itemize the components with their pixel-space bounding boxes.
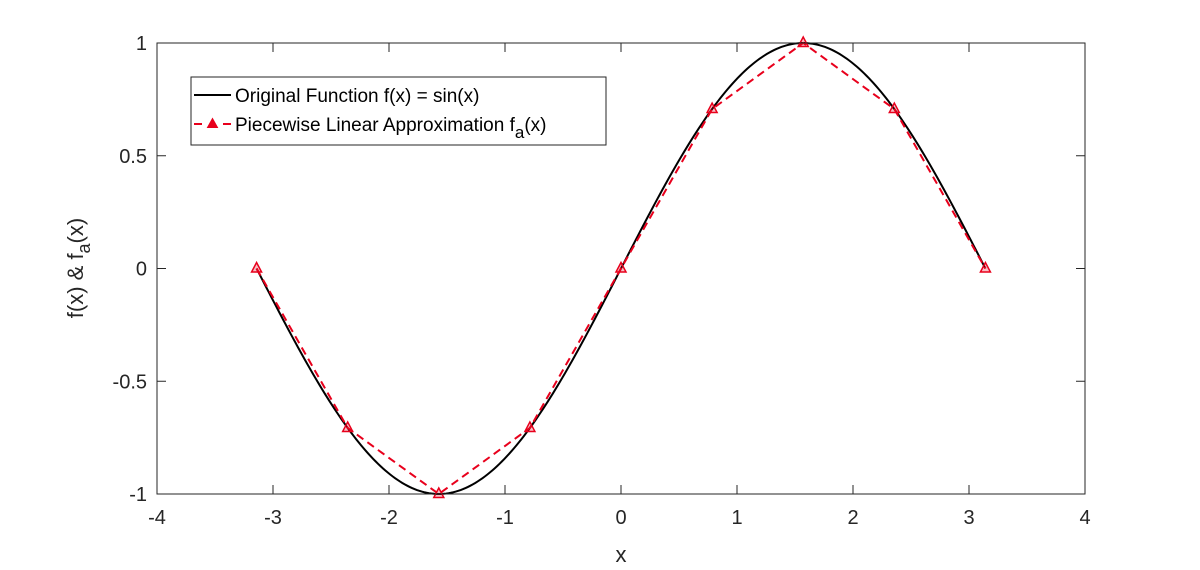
triangle-marker-icon — [979, 260, 992, 273]
x-tick-label: -4 — [148, 507, 166, 529]
y-axis-label-main: f(x) & f — [63, 253, 88, 319]
y-tick-label: 0 — [136, 259, 147, 281]
legend-entry-approximation-main: Piecewise Linear Approximation f — [235, 115, 516, 136]
legend-entry-approximation-suffix: (x) — [524, 115, 546, 136]
y-tick-label: -0.5 — [113, 371, 147, 393]
y-tick-label: -1 — [129, 484, 147, 506]
legend-entry-original: Original Function f(x) = sin(x) — [235, 86, 479, 107]
legend: Original Function f(x) = sin(x) Piecewis… — [190, 76, 607, 146]
triangle-marker-icon — [614, 260, 628, 273]
y-axis-label-subscript: a — [74, 242, 94, 253]
y-axis-label: f(x) & fa(x) — [63, 218, 94, 318]
x-axis-ticks: -4 -3 -2 -1 0 1 2 3 4 — [148, 43, 1091, 529]
triangle-marker-icon — [250, 260, 263, 273]
triangle-marker-icon — [341, 420, 354, 433]
triangle-marker-icon — [523, 420, 537, 433]
y-tick-label: 1 — [136, 33, 147, 55]
legend-entry-approximation: Piecewise Linear Approximation fa(x) — [235, 115, 547, 142]
x-tick-label: 3 — [963, 507, 974, 529]
y-axis-label-suffix: (x) — [63, 218, 88, 244]
plot-lines — [250, 35, 992, 499]
y-axis-ticks: -1 -0.5 0 0.5 1 — [113, 33, 1085, 506]
axes-box — [156, 42, 1086, 495]
x-axis-label: x — [616, 542, 627, 567]
approximation-line — [255, 41, 987, 496]
x-tick-label: 0 — [615, 507, 626, 529]
triangle-marker-icon — [705, 101, 719, 114]
triangle-marker-icon — [796, 35, 810, 48]
x-tick-label: 1 — [731, 507, 742, 529]
x-tick-label: 2 — [847, 507, 858, 529]
y-tick-label: 0.5 — [119, 146, 147, 168]
triangle-marker-icon — [432, 486, 446, 499]
triangle-marker-icon — [888, 101, 901, 114]
legend-entry-approximation-subscript: a — [515, 123, 525, 142]
x-tick-label: 4 — [1079, 507, 1090, 529]
legend-dashed-triangle-icon — [194, 117, 231, 128]
x-tick-label: -1 — [496, 507, 514, 529]
x-tick-label: -2 — [380, 507, 398, 529]
x-tick-label: -3 — [264, 507, 282, 529]
legend-box — [190, 76, 607, 146]
